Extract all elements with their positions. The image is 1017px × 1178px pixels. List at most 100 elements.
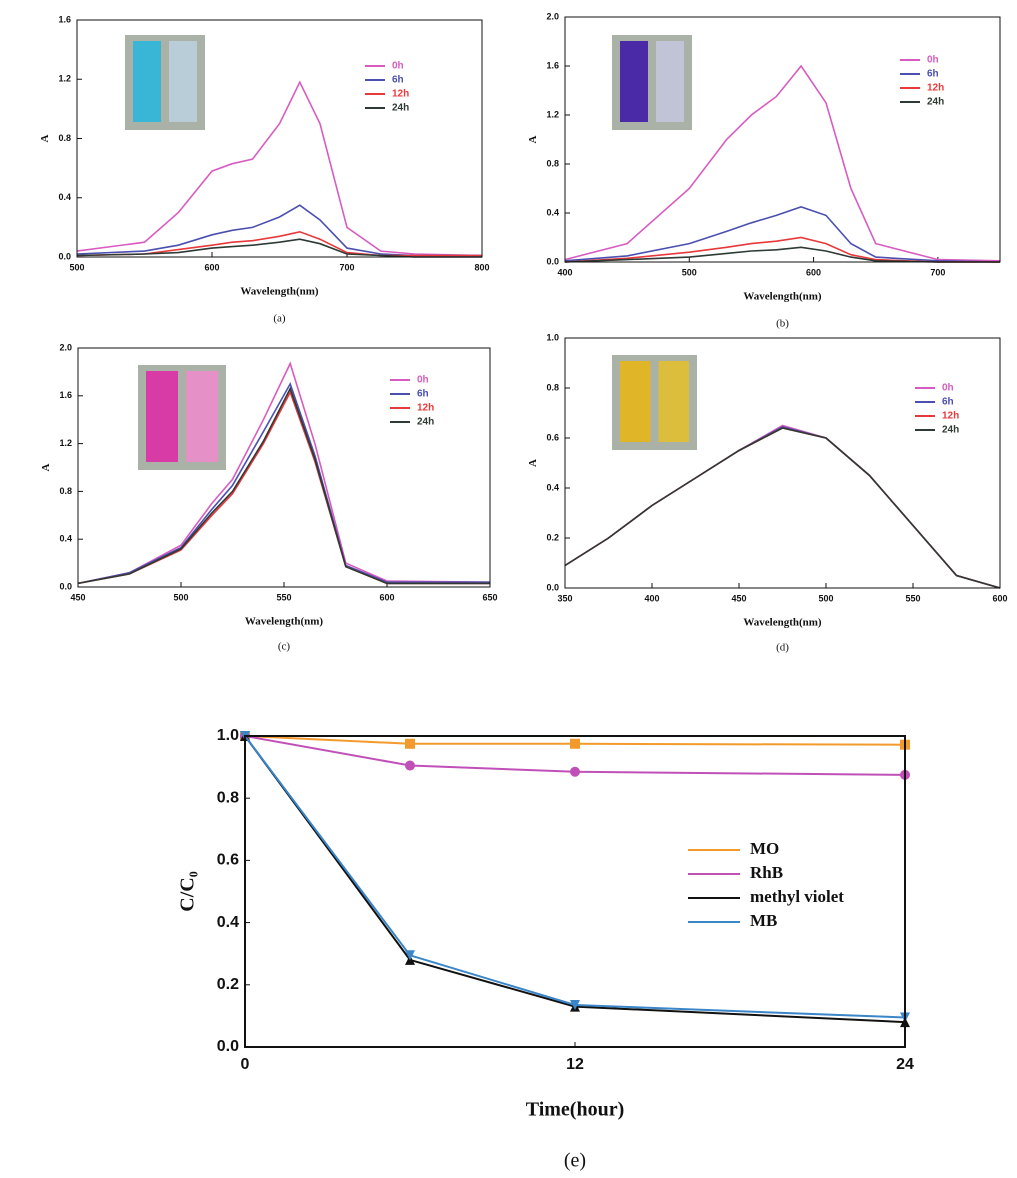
y-tick-label: 0.8	[546, 158, 559, 168]
y-tick-label: 1.2	[59, 438, 72, 448]
legend-label: 6h	[942, 397, 954, 408]
series-line	[77, 386, 490, 585]
legend-label: 24h	[927, 97, 944, 108]
y-tick-label: 1.0	[217, 727, 239, 744]
y-tick-label: 0.8	[58, 133, 71, 143]
y-tick-label: 0.0	[546, 582, 559, 592]
legend-label: 0h	[417, 375, 429, 386]
y-tick-label: 0.4	[546, 482, 559, 492]
legend-label: 0h	[942, 383, 954, 394]
caption: (d)	[776, 642, 789, 654]
caption: (a)	[273, 313, 286, 325]
series-line	[76, 80, 483, 257]
series-line	[76, 204, 482, 257]
legend-label: 6h	[927, 69, 939, 80]
marker	[405, 950, 415, 961]
marker	[570, 1000, 580, 1011]
x-axis-label: Time(hour)	[526, 1099, 625, 1121]
series-line	[77, 361, 491, 585]
series-line	[244, 735, 906, 746]
legend-label: 24h	[942, 425, 959, 436]
y-axis-label: C/C₀	[177, 871, 199, 911]
series-line	[564, 425, 1001, 589]
y-tick-label: 0.4	[58, 192, 71, 202]
legend-label: 12h	[417, 403, 434, 414]
series-line	[564, 246, 1000, 263]
y-tick-label: 2.0	[59, 342, 72, 352]
legend-label: 24h	[392, 103, 409, 114]
series-line	[564, 236, 1000, 263]
y-axis-label: A	[527, 135, 539, 143]
legend-label: 6h	[392, 75, 404, 86]
y-tick-label: 0.4	[546, 207, 559, 217]
series-line	[76, 238, 482, 258]
x-tick-label: 600	[204, 262, 219, 272]
legend-label: 24h	[417, 417, 434, 428]
cuvette	[169, 41, 197, 122]
y-tick-label: 0.2	[217, 976, 239, 993]
legend-label: 12h	[927, 83, 944, 94]
legend-label: methyl violet	[750, 887, 844, 906]
x-tick-label: 450	[70, 592, 85, 602]
x-tick-label: 500	[682, 267, 697, 277]
x-tick-label: 24	[896, 1056, 914, 1073]
marker	[570, 738, 580, 749]
cuvette	[658, 361, 689, 442]
x-tick-label: 500	[69, 262, 84, 272]
series-line	[564, 206, 1001, 263]
y-tick-label: 0.6	[546, 432, 559, 442]
cuvette	[656, 41, 684, 122]
legend-label: 12h	[942, 411, 959, 422]
plot-frame	[244, 735, 906, 1048]
y-axis-label: A	[39, 134, 51, 142]
series-line	[244, 735, 906, 776]
series-line	[77, 381, 490, 585]
x-axis-label: Wavelength(nm)	[743, 617, 822, 629]
x-tick-label: 400	[557, 267, 572, 277]
x-tick-label: 650	[482, 592, 497, 602]
x-tick-label: 0	[241, 1056, 250, 1073]
series-line	[564, 427, 1001, 589]
legend-label: RhB	[750, 863, 783, 882]
caption: (b)	[776, 318, 789, 330]
y-axis-label: A	[40, 463, 52, 471]
y-tick-label: 0.0	[58, 251, 71, 261]
x-tick-label: 700	[339, 262, 354, 272]
x-axis-label: Wavelength(nm)	[245, 616, 324, 628]
y-tick-label: 0.0	[546, 256, 559, 266]
cuvette	[186, 371, 218, 462]
plot-frame	[564, 16, 1001, 263]
legend-label: 12h	[392, 89, 409, 100]
y-tick-label: 0.4	[217, 914, 239, 931]
y-axis-label: A	[527, 459, 539, 467]
legend-label: MB	[750, 911, 777, 930]
legend-label: 0h	[392, 61, 404, 72]
plot-frame	[76, 19, 483, 258]
x-axis-label: Wavelength(nm)	[743, 291, 822, 303]
x-tick-label: 600	[992, 593, 1007, 603]
cuvette	[620, 361, 651, 442]
y-tick-label: 1.6	[58, 14, 71, 24]
y-tick-label: 0.0	[217, 1038, 239, 1055]
series-line	[564, 64, 1001, 262]
caption: (c)	[278, 641, 291, 653]
x-tick-label: 700	[930, 267, 945, 277]
y-tick-label: 0.2	[546, 532, 559, 542]
y-tick-label: 0.8	[59, 486, 72, 496]
x-tick-label: 450	[731, 593, 746, 603]
y-tick-label: 0.0	[59, 581, 72, 591]
y-tick-label: 0.4	[59, 534, 72, 544]
legend-label: 6h	[417, 389, 429, 400]
x-tick-label: 400	[644, 593, 659, 603]
y-tick-label: 1.2	[58, 74, 71, 84]
legend-label: MO	[750, 839, 779, 858]
y-tick-label: 1.2	[546, 109, 559, 119]
x-tick-label: 550	[905, 593, 920, 603]
x-tick-label: 550	[276, 592, 291, 602]
x-tick-label: 500	[818, 593, 833, 603]
marker	[405, 760, 415, 771]
x-tick-label: 350	[557, 593, 572, 603]
cuvette	[133, 41, 161, 122]
y-tick-label: 0.8	[546, 382, 559, 392]
y-tick-label: 1.6	[59, 390, 72, 400]
